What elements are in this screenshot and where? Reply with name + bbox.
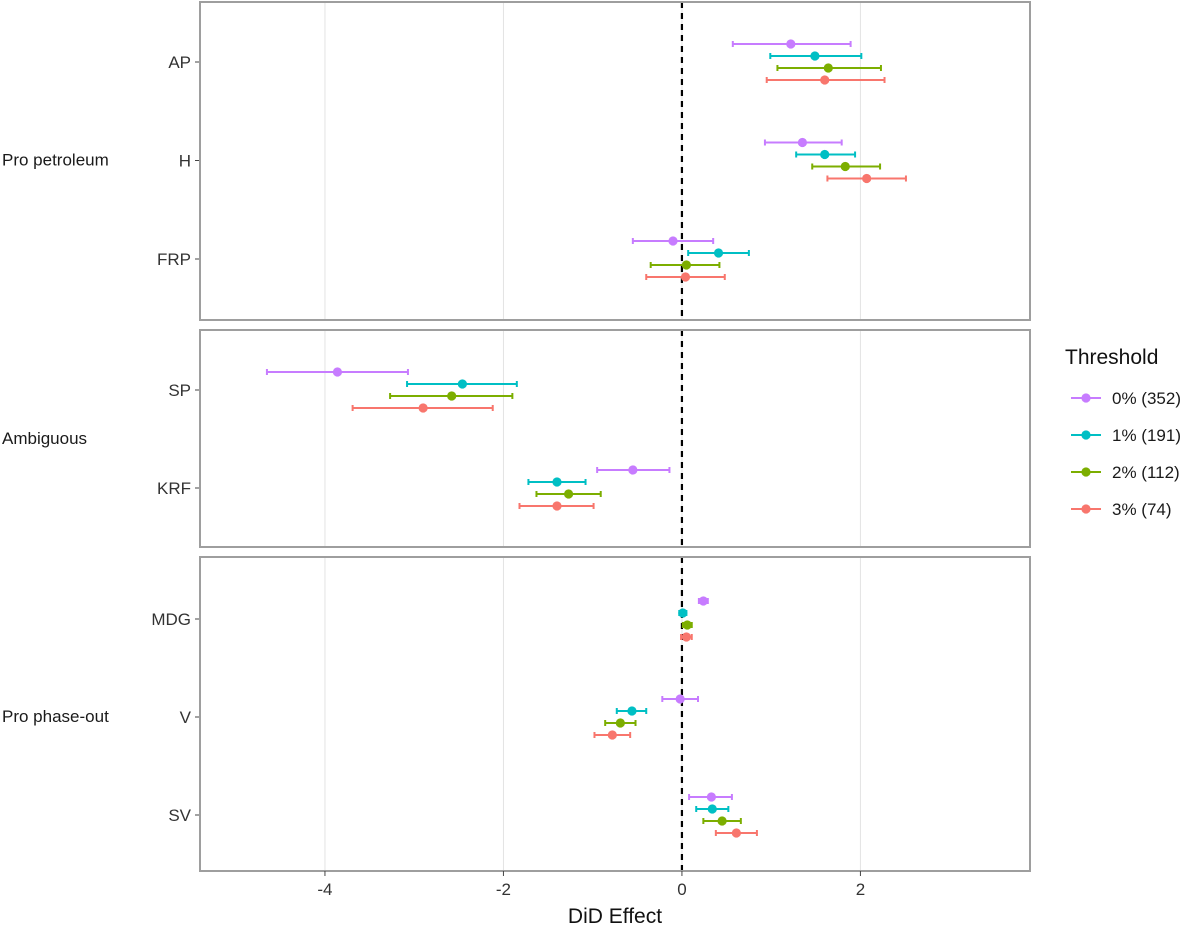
x-tick-label: -4 (317, 880, 332, 899)
x-tick-label: 0 (677, 880, 686, 899)
point-sv-0-352 (706, 792, 716, 802)
point-mdg-2-112 (682, 620, 692, 630)
y-tick-label-v: V (180, 708, 192, 727)
point-krf-1-191 (552, 477, 562, 487)
point-mdg-1-191 (678, 608, 688, 618)
x-tick-label: 2 (856, 880, 865, 899)
point-sp-1-191 (457, 379, 467, 389)
legend-key-point-2-112 (1081, 467, 1091, 477)
point-v-0-352 (675, 694, 685, 704)
point-frp-3-74 (680, 272, 691, 282)
point-v-1-191 (627, 706, 637, 716)
legend-entry-2-112: 2% (112) (1112, 463, 1180, 482)
point-frp-0-352 (668, 236, 678, 246)
legend-key-point-0-352 (1081, 393, 1091, 403)
group-label-ambiguous: Ambiguous (2, 429, 87, 448)
legend-title: Threshold (1065, 346, 1158, 369)
point-sv-2-112 (717, 816, 727, 826)
y-tick-label-mdg: MDG (151, 610, 191, 629)
point-krf-0-352 (628, 465, 638, 475)
point-h-2-112 (840, 161, 850, 172)
y-tick-label-sv: SV (168, 806, 191, 825)
point-ap-1-191 (810, 51, 820, 61)
legend-entry-3-74: 3% (74) (1112, 500, 1172, 519)
x-tick-label: -2 (496, 880, 511, 899)
point-mdg-0-352 (698, 596, 708, 606)
y-tick-label-h: H (179, 152, 191, 171)
point-v-2-112 (615, 718, 625, 728)
panel-border-ambiguous (199, 329, 1031, 548)
point-ap-3-74 (820, 75, 830, 85)
point-mdg-3-74 (681, 632, 691, 642)
point-ap-0-352 (786, 39, 796, 49)
x-axis-title: DiD Effect (568, 905, 662, 928)
point-frp-2-112 (681, 260, 691, 270)
y-tick-label-ap: AP (168, 53, 191, 72)
point-krf-3-74 (552, 501, 562, 511)
point-frp-1-191 (713, 248, 724, 258)
group-label-pro-phase-out: Pro phase-out (2, 707, 109, 726)
legend-key-point-3-74 (1081, 504, 1091, 514)
y-tick-label-frp: FRP (157, 250, 191, 269)
point-ap-2-112 (823, 63, 833, 73)
point-sv-3-74 (731, 828, 741, 838)
point-sp-0-352 (332, 367, 343, 377)
point-sp-2-112 (447, 391, 457, 401)
point-sp-3-74 (418, 403, 428, 413)
legend-entry-1-191: 1% (191) (1112, 426, 1181, 445)
legend-entry-0-352: 0% (352) (1112, 389, 1181, 408)
point-h-3-74 (862, 173, 872, 184)
y-tick-label-krf: KRF (157, 479, 191, 498)
point-v-3-74 (607, 730, 617, 740)
group-label-pro-petroleum: Pro petroleum (2, 151, 109, 170)
point-h-0-352 (797, 137, 808, 148)
panel-border-pro-phase-out (199, 556, 1031, 872)
panel-border-pro-petroleum (199, 1, 1031, 321)
legend-key-point-1-191 (1081, 430, 1091, 440)
point-krf-2-112 (563, 489, 574, 499)
y-tick-label-sp: SP (168, 381, 191, 400)
point-h-1-191 (820, 149, 830, 160)
point-sv-1-191 (707, 804, 717, 814)
